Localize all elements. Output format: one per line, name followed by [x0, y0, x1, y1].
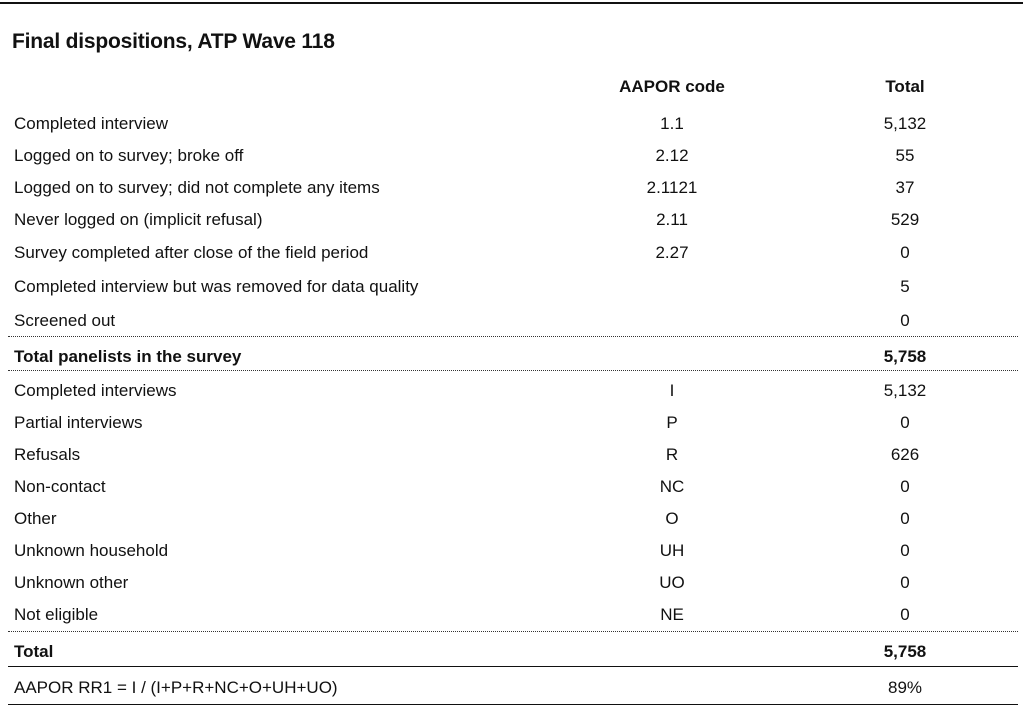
row-total: 37: [895, 178, 915, 197]
row-code: NC: [659, 477, 685, 496]
row-total: 0: [900, 477, 910, 496]
dotted-divider: [8, 336, 1018, 337]
table-row: Logged on to survey; broke off 2.12 55: [0, 139, 1023, 171]
row-code: 2.27: [655, 243, 689, 262]
row-total: 0: [900, 311, 910, 330]
row-label: Not eligible: [14, 605, 99, 624]
row-total: 0: [900, 243, 910, 262]
grand-total-value: 5,758: [883, 642, 927, 661]
row-label: Refusals: [14, 445, 81, 464]
table-row: Partial interviews P 0: [0, 406, 1023, 438]
response-rate-row: AAPOR RR1 = I / (I+P+R+NC+O+UH+UO) 89%: [0, 671, 1023, 703]
table-row: Refusals R 626: [0, 438, 1023, 470]
table-row: Never logged on (implicit refusal) 2.11 …: [0, 203, 1023, 235]
row-label: Never logged on (implicit refusal): [14, 210, 263, 229]
row-label: Non-contact: [14, 477, 106, 496]
table-row: Non-contact NC 0: [0, 470, 1023, 502]
row-total: 529: [890, 210, 920, 229]
row-code: UH: [659, 541, 685, 560]
table-row: Completed interview but was removed for …: [0, 270, 1023, 302]
row-label: Survey completed after close of the fiel…: [14, 243, 369, 262]
row-total: 5,132: [883, 381, 927, 400]
row-total: 0: [900, 413, 910, 432]
grand-total-row: Total 5,758: [0, 635, 1023, 667]
table-row: Screened out 0: [0, 304, 1023, 336]
row-label: Unknown household: [14, 541, 169, 560]
row-total: 55: [895, 146, 915, 165]
row-code: 2.11: [656, 210, 688, 229]
top-rule: [0, 2, 1023, 4]
table-row: Completed interviews I 5,132: [0, 374, 1023, 406]
row-total: 0: [900, 605, 910, 624]
row-code: O: [665, 509, 679, 528]
row-label: Other: [14, 509, 57, 528]
table-row: Survey completed after close of the fiel…: [0, 236, 1023, 268]
row-code: NE: [660, 605, 684, 624]
row-total: 0: [900, 509, 910, 528]
table-row: Unknown other UO 0: [0, 566, 1023, 598]
row-code: P: [666, 413, 678, 432]
row-total: 0: [900, 541, 910, 560]
row-label: Logged on to survey; did not complete an…: [14, 178, 380, 197]
response-rate-value: 89%: [887, 678, 923, 697]
column-header-aapor-code: AAPOR code: [619, 77, 725, 96]
table-title: Final dispositions, ATP Wave 118: [12, 30, 335, 53]
row-total: 5: [900, 277, 910, 296]
row-label: Logged on to survey; broke off: [14, 146, 244, 165]
bottom-rule: [8, 704, 1018, 705]
row-code: 2.1121: [646, 178, 698, 197]
row-label: Completed interviews: [14, 381, 177, 400]
solid-divider: [8, 666, 1018, 667]
row-code: I: [669, 381, 675, 400]
row-label: Completed interview but was removed for …: [14, 277, 419, 296]
response-rate-label: AAPOR RR1 = I / (I+P+R+NC+O+UH+UO): [14, 678, 338, 697]
row-label: Partial interviews: [14, 413, 143, 432]
subtotal-row: Total panelists in the survey 5,758: [0, 340, 1023, 372]
dotted-divider: [8, 370, 1018, 371]
dotted-divider: [8, 631, 1018, 632]
row-label: Screened out: [14, 311, 116, 330]
row-total: 0: [900, 573, 910, 592]
row-code: 1.1: [660, 114, 684, 133]
row-code: 2.12: [655, 146, 689, 165]
row-total: 5,132: [883, 114, 927, 133]
row-label: Unknown other: [14, 573, 129, 592]
grand-total-label: Total: [14, 642, 54, 661]
table-row: Other O 0: [0, 502, 1023, 534]
row-code: R: [665, 445, 679, 464]
table-row: Not eligible NE 0: [0, 598, 1023, 630]
table-row: Unknown household UH 0: [0, 534, 1023, 566]
row-total: 626: [890, 445, 920, 464]
subtotal-label: Total panelists in the survey: [14, 347, 242, 366]
subtotal-total: 5,758: [883, 347, 927, 366]
row-code: UO: [659, 573, 685, 592]
column-header-total: Total: [885, 77, 925, 96]
table-row: Logged on to survey; did not complete an…: [0, 171, 1023, 203]
table-row: Completed interview 1.1 5,132: [0, 107, 1023, 139]
row-label: Completed interview: [14, 114, 169, 133]
